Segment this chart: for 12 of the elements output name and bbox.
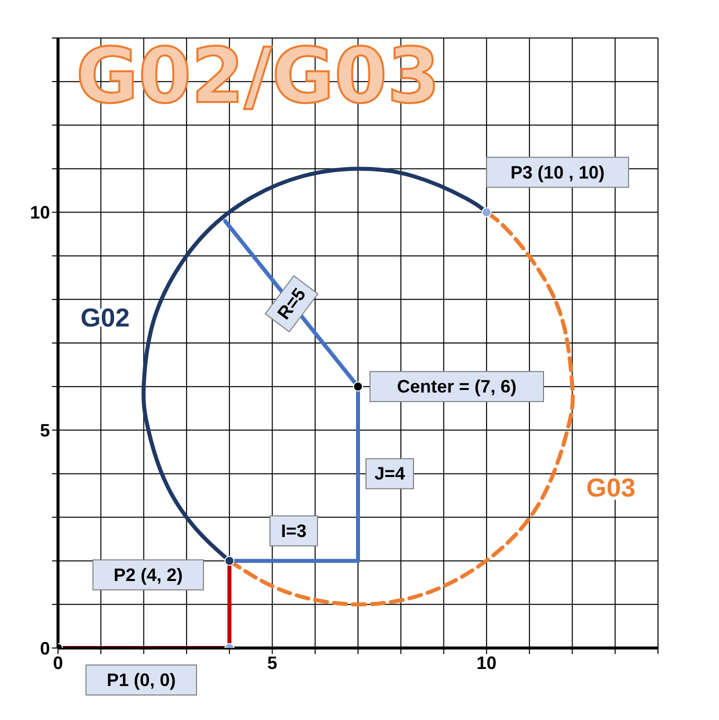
x-tick-label: 5: [267, 652, 278, 673]
annotation: I=3: [280, 520, 306, 541]
y-tick-label: 10: [30, 202, 50, 223]
annotation: P2 (4, 2): [114, 564, 183, 585]
y-tick-label: 5: [40, 420, 50, 441]
annotation: P3 (10 , 10): [510, 162, 605, 182]
x-tick-label: 10: [476, 652, 497, 673]
y-tick-label: 0: [40, 638, 50, 658]
annotation: P1 (0, 0): [106, 670, 176, 690]
annotation: J=4: [374, 464, 406, 484]
x-tick-label: 0: [52, 652, 64, 673]
annotation: Center = (7, 6): [396, 376, 517, 397]
